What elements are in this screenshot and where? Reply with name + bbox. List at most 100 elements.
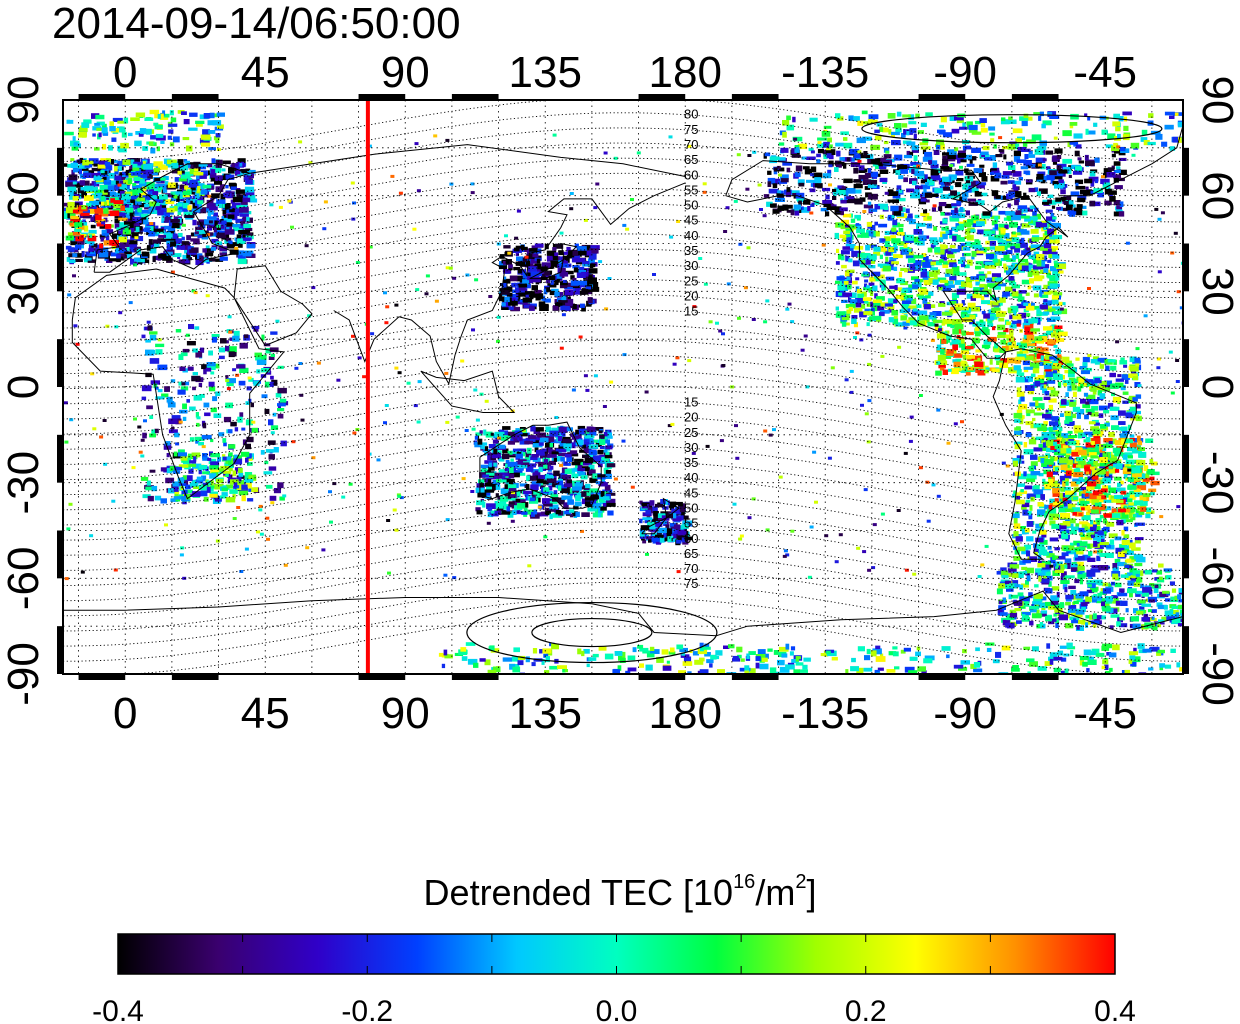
- tec-cell: [907, 305, 917, 310]
- tec-cell: [999, 362, 1009, 368]
- tec-cell: [1011, 263, 1016, 267]
- tec-cell: [649, 500, 655, 506]
- tec-cell: [912, 308, 918, 312]
- tec-cell: [1009, 221, 1018, 228]
- tec-cell: [109, 202, 117, 206]
- tec-cell: [1033, 293, 1039, 298]
- tec-cell: [1124, 378, 1129, 384]
- tec-cell: [666, 500, 670, 506]
- tec-cell: [986, 253, 994, 260]
- tec-cell: [875, 205, 880, 210]
- tec-cell: [665, 524, 670, 530]
- tec-cell: [769, 156, 780, 161]
- tec-cell: [806, 179, 816, 183]
- tec-cell: [202, 453, 208, 459]
- tec-cell: [82, 219, 86, 223]
- tec-cell: [1007, 203, 1011, 208]
- tec-cell: [504, 251, 510, 256]
- tec-cell: [889, 257, 897, 261]
- tec-cell: [975, 349, 982, 353]
- tec-cell: [177, 449, 185, 454]
- tec-cell: [148, 231, 155, 237]
- tec-cell: [863, 311, 873, 316]
- tec-cell: [212, 396, 218, 402]
- tec-cell: [130, 198, 137, 203]
- tec-cell: [207, 232, 214, 236]
- tec-cell: [269, 495, 277, 501]
- tec-cell: [951, 203, 961, 207]
- tec-cell: [948, 176, 952, 182]
- tec-cell: [1031, 237, 1039, 242]
- tec-cell: [158, 186, 163, 191]
- tec-cell: [68, 259, 76, 264]
- tec-cell: [981, 311, 986, 315]
- tec-cell: [874, 221, 878, 226]
- tec-cell: [1002, 291, 1010, 297]
- tec-cell: [110, 198, 115, 203]
- tec-cell: [82, 222, 88, 226]
- tec-cell: [478, 479, 485, 485]
- tec-cell: [1026, 266, 1032, 272]
- tec-cell: [942, 263, 949, 268]
- tec-cell: [1078, 446, 1088, 450]
- tec-cell: [120, 241, 130, 247]
- tec-cell: [1006, 237, 1015, 242]
- tec-cell: [878, 223, 888, 228]
- tec-cell: [969, 176, 974, 182]
- tec-cell: [1051, 205, 1056, 209]
- tec-cell: [878, 311, 885, 317]
- tec-cell: [512, 488, 517, 492]
- tec-cell: [933, 149, 940, 155]
- tec-cell: [1081, 515, 1091, 521]
- tec-cell: [546, 287, 550, 292]
- tec-cell: [508, 264, 513, 269]
- tec-cell: [776, 165, 781, 170]
- tec-cell: [115, 166, 122, 171]
- tec-cell: [574, 481, 583, 487]
- tec-cell: [1108, 487, 1116, 493]
- tec-cell: [177, 452, 187, 457]
- tec-cell: [767, 181, 772, 187]
- tec-cell: [507, 512, 514, 518]
- tec-cell: [525, 294, 529, 300]
- tec-cell: [962, 183, 969, 190]
- tec-cell: [207, 225, 213, 231]
- tec-cell: [1038, 222, 1047, 228]
- tec-cell: [1033, 353, 1037, 358]
- tec-cell: [1043, 268, 1049, 273]
- tec-cell: [1017, 473, 1027, 480]
- tec-cell: [581, 306, 586, 312]
- tec-cell: [940, 252, 946, 259]
- tec-cell: [578, 266, 585, 271]
- tec-cell: [1032, 493, 1042, 498]
- tec-cell: [1012, 267, 1022, 270]
- tec-cell: [74, 222, 83, 228]
- tec-cell: [1052, 180, 1063, 186]
- tec-cell: [1122, 400, 1129, 404]
- tec-cell: [894, 285, 898, 291]
- tec-cell: [576, 272, 586, 278]
- tec-cell: [922, 156, 933, 162]
- tec-cell: [947, 154, 956, 159]
- tec-cell: [508, 300, 518, 306]
- tec-cell: [171, 162, 179, 169]
- tec-cell: [227, 475, 231, 479]
- tec-cell: [149, 358, 160, 364]
- tec-cell: [166, 468, 172, 474]
- tec-cell: [986, 367, 996, 371]
- tec-cell: [661, 520, 667, 525]
- tec-cell: [1047, 281, 1058, 285]
- tec-cell: [89, 183, 94, 187]
- tec-cell: [1097, 357, 1108, 363]
- tec-cell: [529, 497, 535, 502]
- tec-cell: [639, 528, 646, 533]
- tec-cell: [480, 445, 485, 450]
- tec-cell: [120, 245, 125, 249]
- tec-cell: [202, 233, 207, 238]
- tec-cell: [1043, 284, 1052, 289]
- tec-cell: [944, 273, 951, 277]
- tec-cell: [566, 479, 572, 485]
- tec-cell: [549, 430, 559, 437]
- tec-cell: [510, 306, 520, 312]
- tec-cell: [1067, 371, 1075, 378]
